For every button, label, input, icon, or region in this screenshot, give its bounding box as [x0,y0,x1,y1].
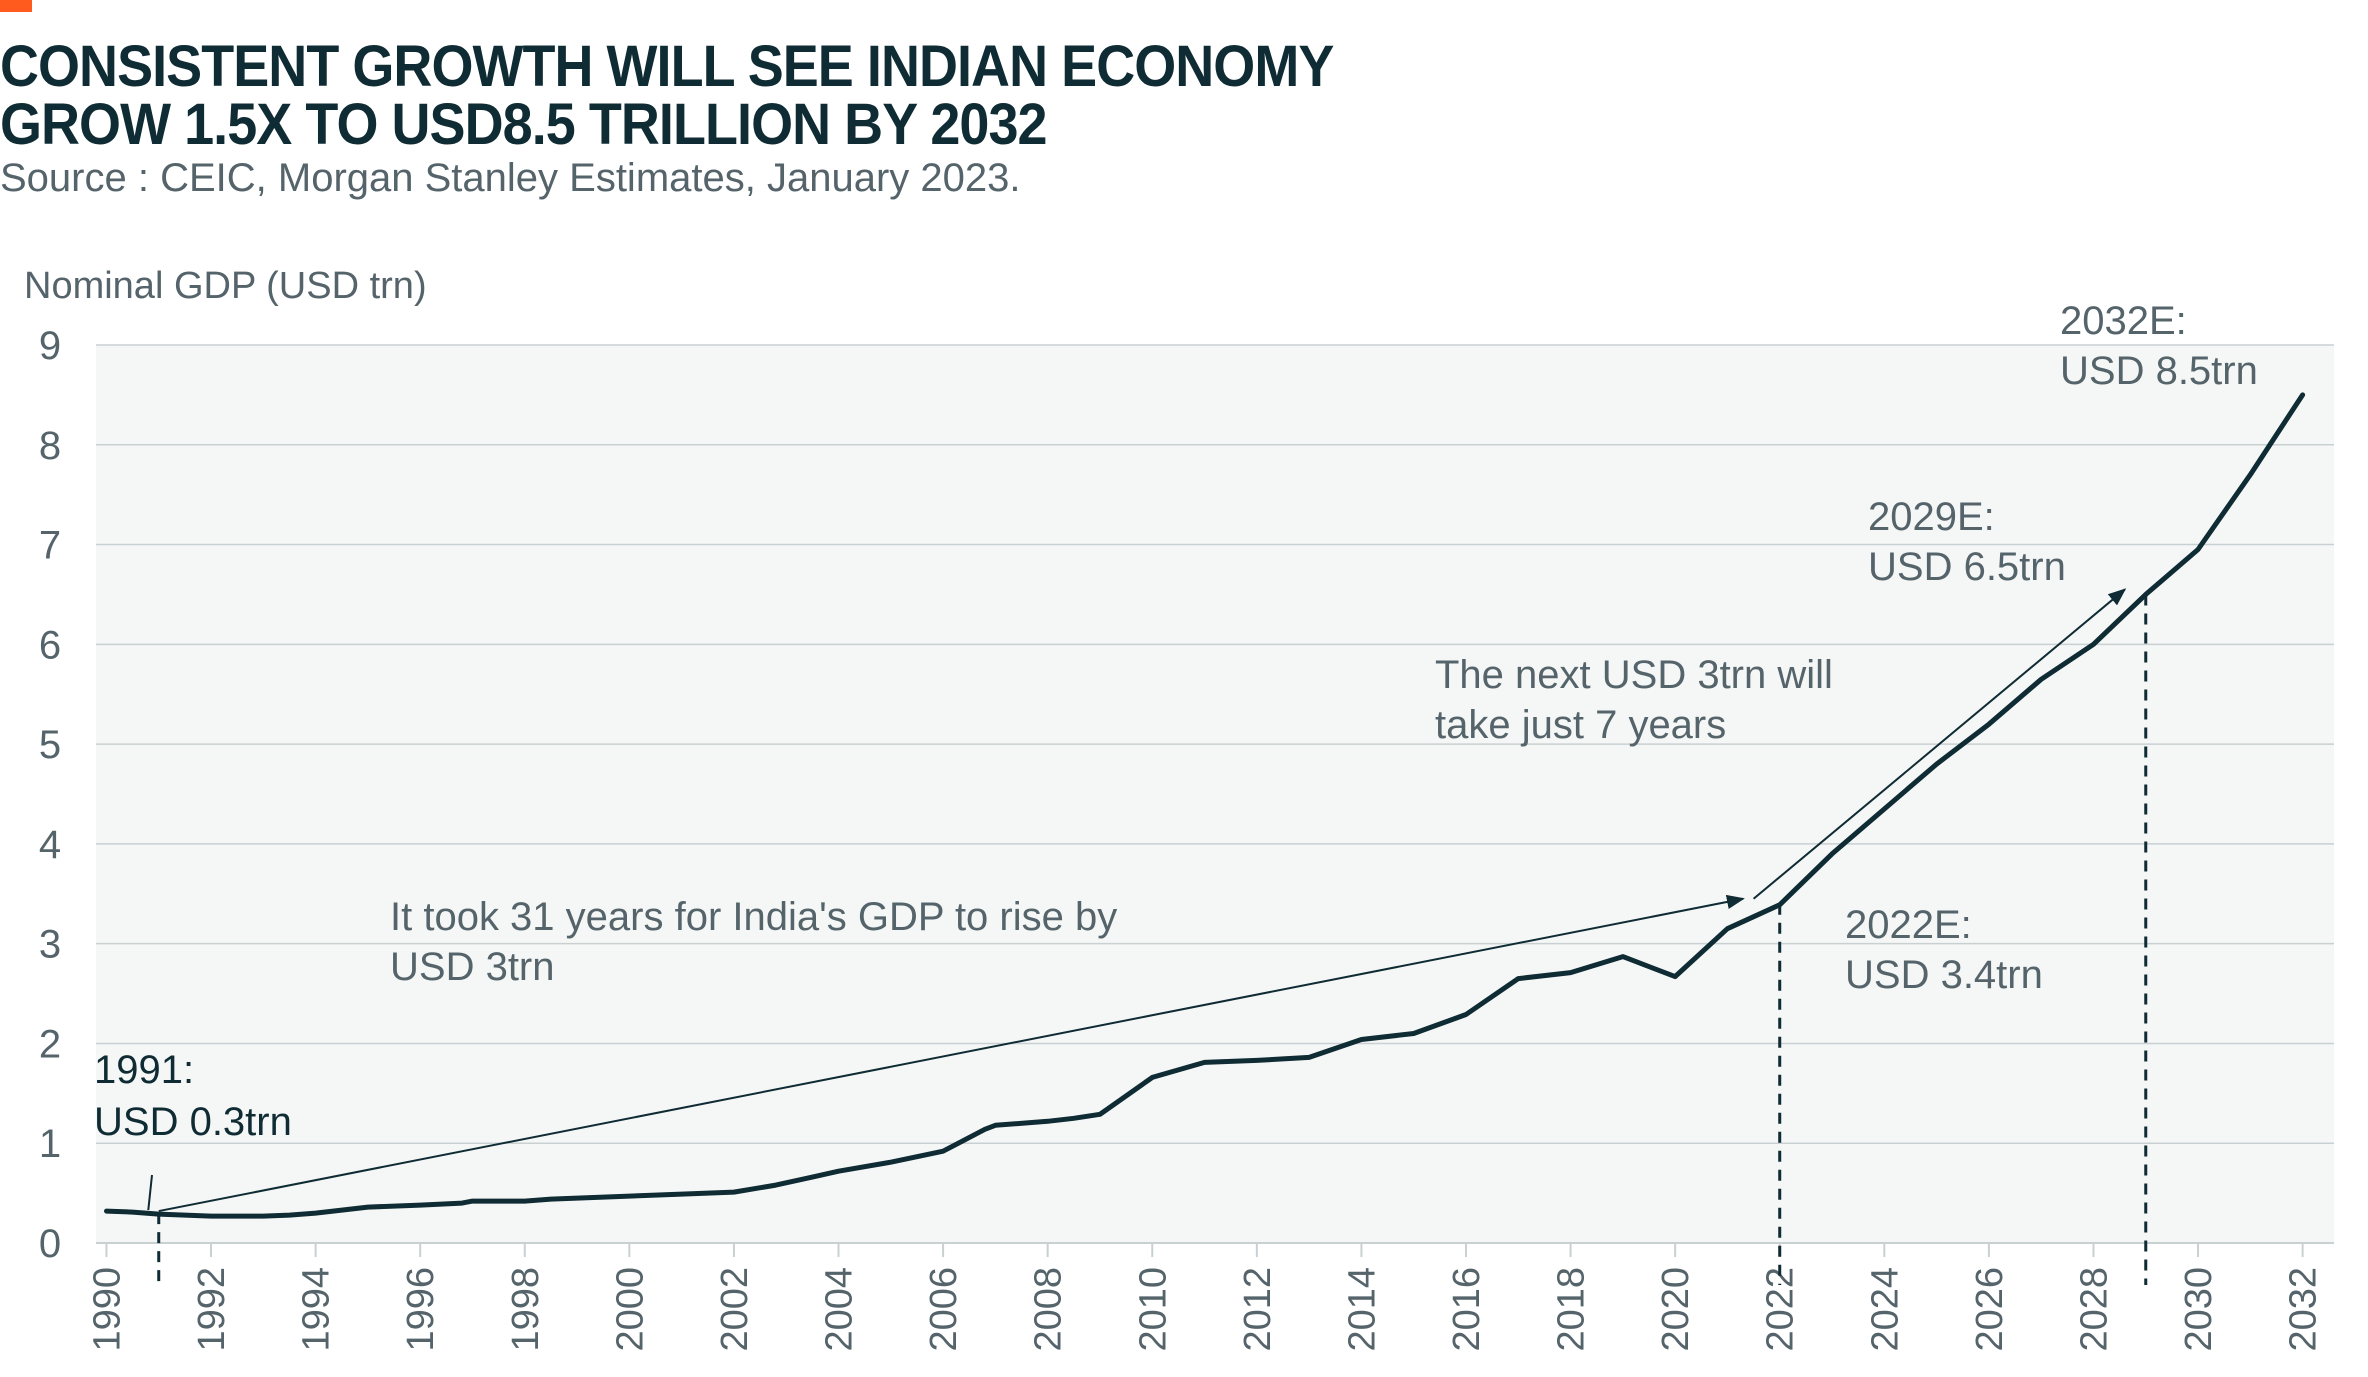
x-tick-label: 2032 [2283,1267,2325,1352]
x-tick-label: 1998 [505,1267,547,1352]
y-tick-label: 6 [39,623,61,667]
y-tick-label: 5 [39,723,61,767]
annotation-7-years-line1: The next USD 3trn will [1435,653,1833,697]
x-tick-label: 2022 [1760,1267,1802,1352]
annotation-2022-year: 2022E: [1845,903,1972,947]
x-tick-label: 1990 [86,1267,128,1352]
annotation-1991-value: USD 0.3trn [94,1100,292,1144]
x-tick-label: 2028 [2073,1267,2115,1352]
annotation-31-years-line1: It took 31 years for India's GDP to rise… [390,895,1117,939]
annotation-2022-value: USD 3.4trn [1845,953,2043,997]
y-tick-label: 1 [39,1122,61,1166]
x-tick-label: 2004 [819,1267,861,1352]
x-tick-label: 1994 [296,1267,338,1352]
x-tick-label: 2002 [714,1267,756,1352]
annotation-2032-value: USD 8.5trn [2060,349,2258,393]
y-tick-label: 9 [39,324,61,368]
x-tick-label: 2010 [1132,1267,1174,1352]
x-tick-label: 2020 [1655,1267,1697,1352]
chart-title: CONSISTENT GROWTH WILL SEE INDIAN ECONOM… [0,34,1334,157]
y-tick-label: 4 [39,823,61,867]
gdp-series-line [104,392,2306,1219]
chart-title-line-2: GROW 1.5X TO USD8.5 TRILLION BY 2032 [0,92,1048,157]
annotation-7-years-line2: take just 7 years [1435,703,1726,747]
chart-source: Source : CEIC, Morgan Stanley Estimates,… [0,156,1021,200]
x-tick-label: 2024 [1864,1267,1906,1352]
annotation-2029-value: USD 6.5trn [1868,545,2066,589]
y-axis-ticks: 0 1 2 3 4 5 6 7 8 9 [39,324,61,1266]
x-tick-label: 2030 [2178,1267,2220,1352]
x-tick-label: 2018 [1551,1267,1593,1352]
plot-area [96,345,2334,1243]
x-tick-label: 2016 [1446,1267,1488,1352]
x-tick-label: 1996 [400,1267,442,1352]
y-tick-label: 3 [39,923,61,967]
annotation-1991-year: 1991: [94,1048,194,1092]
annotation-2029-year: 2029E: [1868,495,1995,539]
x-tick-label: 2008 [1028,1267,1070,1352]
dashed-year-markers [157,594,2148,1285]
x-tick-label: 2000 [609,1267,651,1352]
x-tick-label: 2026 [1969,1267,2011,1352]
y-axis-label: Nominal GDP (USD trn) [24,265,427,307]
chart-title-line-1: CONSISTENT GROWTH WILL SEE INDIAN ECONOM… [0,34,1334,99]
x-tick-label: 2014 [1341,1267,1383,1352]
annotation-31-years-line2: USD 3trn [390,945,555,989]
arrow-7-years [1752,588,2127,900]
x-tick-label: 1992 [191,1267,233,1352]
y-tick-label: 0 [39,1222,61,1266]
arrow-31-years [158,894,1745,1213]
x-axis-ticks: 1990 1992 1994 1996 1998 2000 2002 2004 2006 2008… [86,1243,2325,1352]
brand-accent-mark [0,0,32,12]
x-tick-label: 2006 [923,1267,965,1352]
y-tick-label: 8 [39,424,61,468]
y-tick-label: 7 [39,524,61,568]
annotation-2032-year: 2032E: [2060,299,2187,343]
x-tick-label: 2012 [1237,1267,1279,1352]
pointer-1991 [147,1174,153,1211]
y-tick-label: 2 [39,1022,61,1066]
